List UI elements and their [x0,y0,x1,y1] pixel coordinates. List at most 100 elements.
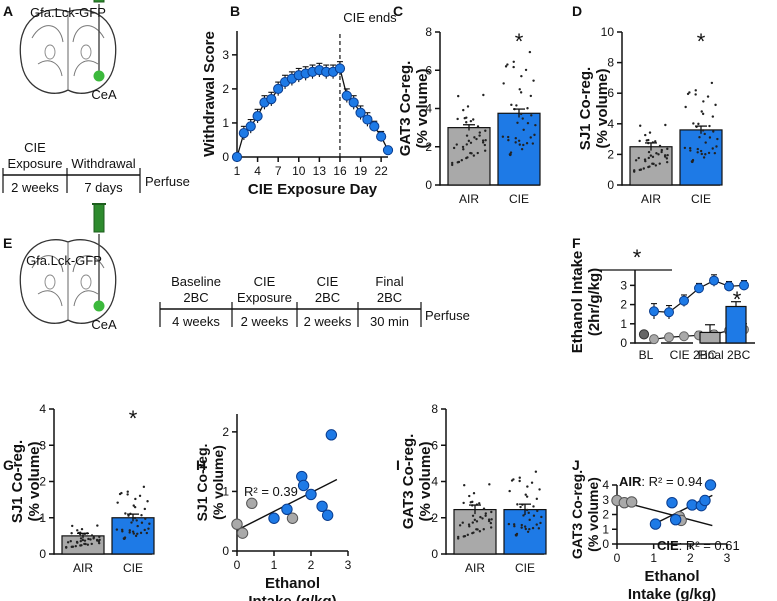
x-axis-title: CIE Exposure Day [248,181,378,198]
brain-detail [73,290,99,307]
bar-air [629,146,673,186]
x-tick-label: 4 [254,164,261,178]
bar-point [71,545,75,548]
timeline-e: Baseline 2BC 4 weeks CIE Exposure 2 weeks CIE 2… [159,274,470,329]
bar-cie [497,112,541,186]
y-tick-label: 2 [431,511,438,525]
bar-point [482,93,485,97]
bar-point [522,514,525,517]
timeline-duration-label: 4 weeks [172,314,220,329]
bar-point [652,162,655,166]
bar-point [462,108,465,112]
bar-point [92,537,95,540]
y-tick-label: 2 [222,425,229,439]
bar-point [471,521,474,524]
x-tick-label: 3 [345,558,352,572]
bar-point [98,535,101,539]
y-tick-label: 4 [425,102,432,116]
bar-point [482,528,485,531]
bar-point [96,524,99,527]
bar-point [458,524,462,527]
injection-site-icon [93,70,105,82]
x-tick-label: AIR [641,192,661,206]
bar-point [528,528,531,531]
bar-point [89,538,92,541]
bar-point [457,160,461,164]
region-label: CeA [91,87,117,102]
bar-point [456,117,459,121]
bar-point [520,147,524,151]
bar-point [483,149,487,152]
bar-point [71,524,74,528]
bar-point [701,129,705,132]
bar-point [647,165,650,169]
bar-point [128,531,131,534]
y-tick-label: 8 [431,402,438,416]
bar-point [517,139,521,143]
bar-point [95,538,99,542]
bar-point [523,525,527,528]
bar-point [533,133,536,137]
bar-point [694,93,697,96]
bar-point [128,529,131,532]
bar-point [469,119,473,123]
bar-point [536,509,539,513]
y-tick-label: 0 [222,544,229,558]
y-tick-label: 2 [620,298,627,312]
bar-point [146,500,149,503]
bar-point [703,132,706,136]
bar-point [118,492,122,496]
baseline-point [638,329,650,340]
bar-point [655,152,658,155]
x-tick-label: 3 [724,551,731,565]
y-axis-title: SJ1 Co-reg.(% volume) [9,440,43,523]
brain-detail [31,255,64,273]
timeline-phase-label: CIE Exposure [237,274,292,305]
bar-point [654,164,658,167]
panel-letter-H: H [196,457,206,473]
bar-point [696,151,699,154]
bar-point [136,532,139,535]
x-tick-label: CIE [509,192,529,206]
x-tick-label: 0 [234,558,241,572]
point-cie [325,429,338,441]
data-point-air [649,334,659,345]
bar-point [715,145,718,148]
bar-point [663,154,667,157]
y-tick-label: 1 [620,317,627,331]
bar-point [530,114,533,117]
significance-star: * [633,245,642,270]
bar-point [701,112,705,116]
bar-point [531,526,535,530]
data-point [369,121,380,132]
bar-point [633,169,636,172]
point-cie [321,509,334,521]
bar-point [692,122,695,125]
bar-point [515,104,518,107]
bar-point [689,149,692,152]
bar-point [528,518,531,522]
bar-point [540,515,543,519]
bar-point [471,500,474,504]
point-cie [268,512,280,524]
bar-point [484,129,487,132]
timeline-phase-label: CIE 2BC [315,274,340,305]
brain-detail [37,60,63,77]
bar-point [465,116,468,119]
bar-point [140,514,143,517]
x-tick-label: 13 [313,164,327,178]
bar-point [639,168,643,171]
bar-point [707,151,711,155]
x-tick-label: BL [639,348,654,362]
x-tick-label: CIE [515,561,535,575]
bar-point [463,484,466,487]
bar-point [120,528,124,531]
bar-point [525,142,529,145]
panel-letter-D: D [572,3,582,19]
bar-point [457,94,460,98]
bar-point [483,143,487,147]
bar-point [451,161,454,165]
x-tick-label: 2 [687,551,694,565]
